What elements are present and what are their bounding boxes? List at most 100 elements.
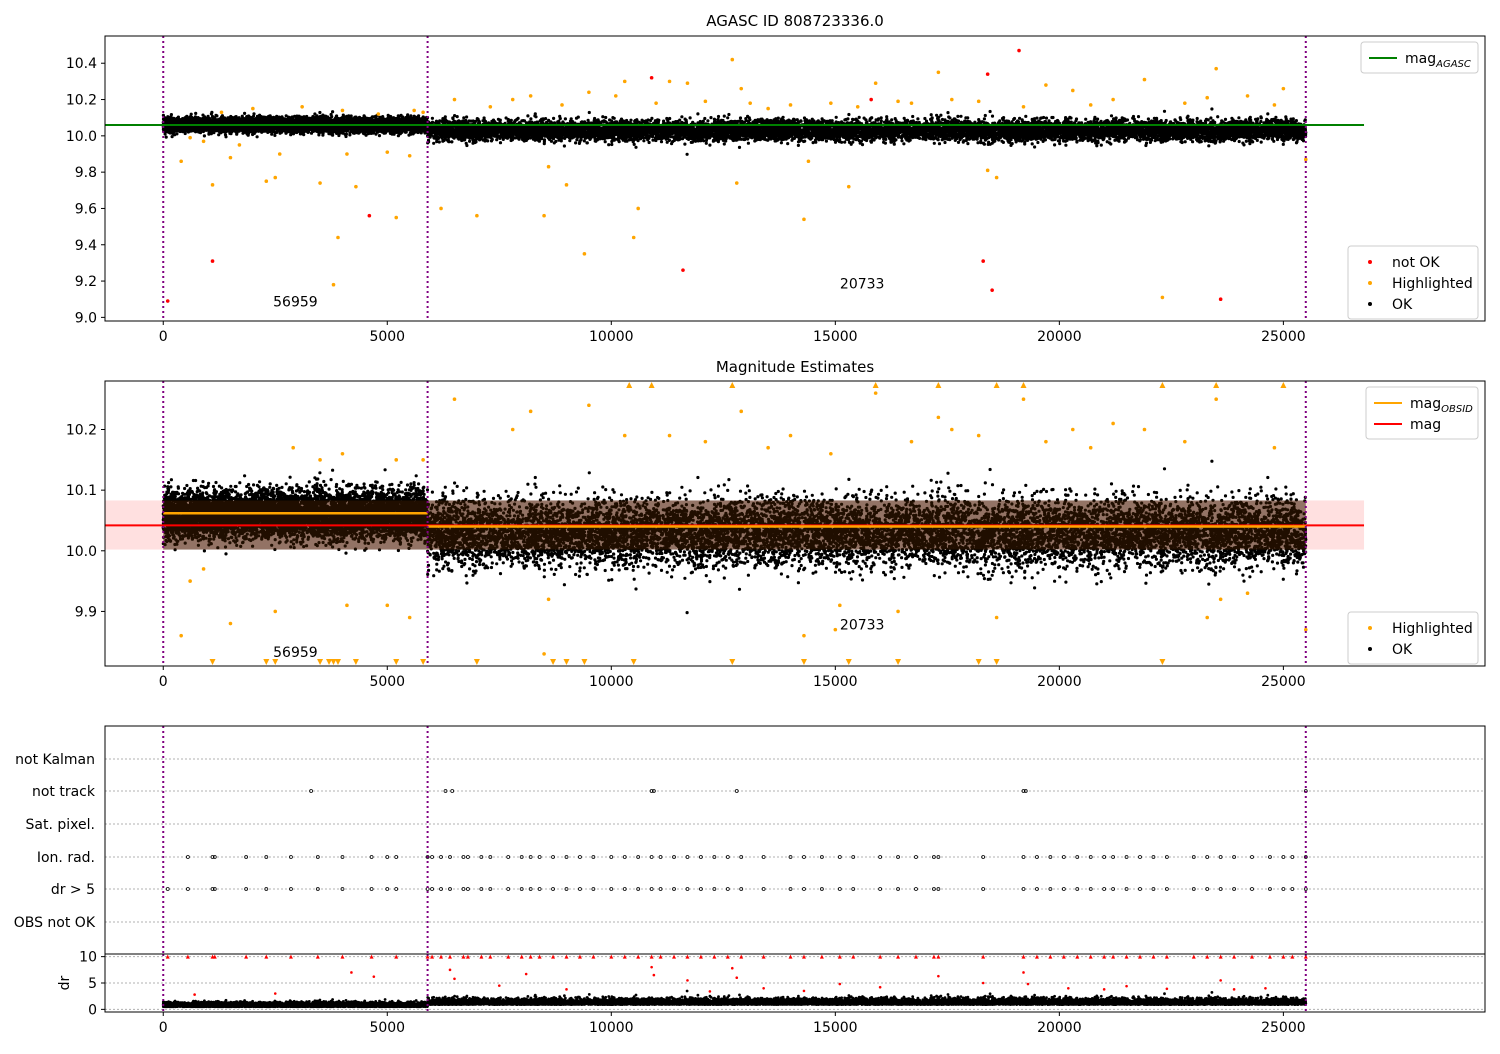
highlighted-point (412, 108, 416, 113)
x-tick-label: 5000 (369, 674, 405, 690)
dr-clipped-point (315, 954, 320, 959)
flag-point (622, 887, 627, 891)
highlighted-point (394, 215, 399, 220)
flag-point (537, 887, 542, 891)
flag-point (636, 887, 641, 891)
y-tick-label: 10.0 (66, 544, 97, 560)
flag-point (466, 887, 470, 891)
highlighted-point (546, 164, 551, 169)
x-tick-label: 10000 (589, 1020, 634, 1036)
x-tick-label: 5000 (369, 1020, 405, 1036)
dr-high-point (1026, 982, 1030, 986)
flag-point (1151, 887, 1156, 891)
highlighted-point (909, 101, 914, 105)
dr-high-point (1219, 979, 1222, 982)
flag-point (506, 887, 511, 891)
not-ok-point (649, 75, 654, 80)
ok-points (426, 107, 1308, 156)
flag-point (488, 887, 493, 891)
y-tick-label: 9.8 (75, 165, 97, 181)
obsid-label: 20733 (840, 618, 885, 634)
highlighted-point (188, 579, 192, 583)
highlighted-point (542, 213, 546, 218)
dr-clipped-point (1124, 954, 1129, 959)
dr-clipped-point (577, 954, 582, 959)
highlighted-point (985, 168, 990, 173)
highlighted-point (331, 282, 336, 287)
highlighted-point (345, 603, 349, 608)
highlighted-point (1111, 97, 1115, 102)
highlighted-point (582, 252, 587, 256)
flag-point (1268, 887, 1272, 891)
highlighted-point (1142, 427, 1147, 432)
dr-high-point (193, 993, 196, 996)
highlighted-clipped-bottom (334, 659, 341, 665)
flag-point (851, 887, 856, 891)
dr-clipped-point (1250, 954, 1255, 959)
dr-clipped-point (1151, 954, 1156, 959)
highlighted-point (300, 104, 304, 109)
flag-point (394, 855, 399, 859)
flag-point (788, 855, 793, 859)
flag-point (1290, 887, 1295, 891)
legend-dot-marker (1368, 647, 1372, 651)
highlighted-point (1160, 295, 1165, 300)
x-tick-label: 0 (159, 1020, 168, 1036)
flag-point (651, 789, 656, 793)
flag-point (788, 887, 793, 891)
dr-ok-points (161, 998, 430, 1009)
highlighted-point (376, 112, 381, 116)
flag-point (761, 855, 766, 859)
chart-title: Magnitude Estimates (716, 358, 874, 376)
highlighted-point (237, 143, 242, 147)
flag-point (185, 855, 190, 859)
highlighted-point (318, 458, 322, 462)
flag-point (506, 855, 511, 859)
flag-point (1061, 887, 1066, 891)
flag-point (448, 855, 452, 859)
flag-point (1218, 855, 1223, 859)
not-ok-point (869, 97, 873, 102)
highlighted-point (636, 206, 640, 211)
x-tick-label: 5000 (369, 329, 405, 345)
dr-clipped-point (506, 954, 511, 959)
flag-point (1290, 855, 1295, 859)
dr-clipped-point (913, 954, 918, 959)
dr-clipped-point (761, 954, 766, 959)
dr-high-point (686, 979, 689, 982)
highlighted-clipped-bottom (420, 659, 427, 665)
highlighted-point (1245, 591, 1250, 596)
flag-point (315, 855, 320, 859)
flag-point (712, 887, 717, 891)
highlighted-point (950, 97, 954, 102)
x-tick-label: 15000 (813, 329, 858, 345)
dr-clipped-point (1075, 954, 1080, 959)
highlighted-point (788, 103, 793, 107)
flag-point (212, 855, 217, 859)
highlighted-point (806, 159, 811, 164)
flag-point (488, 855, 493, 859)
dr-clipped-point (851, 954, 856, 959)
highlighted-point (1021, 397, 1026, 401)
highlighted-point (1044, 439, 1048, 444)
flag-point (564, 855, 569, 859)
legend-dot-marker (1368, 260, 1372, 264)
highlighted-clipped-top (935, 382, 942, 388)
dr-clipped-point (537, 954, 542, 959)
flag-point (931, 887, 936, 891)
legend-label: Highlighted (1392, 276, 1473, 292)
flag-point (439, 887, 443, 891)
highlighted-point (936, 70, 941, 75)
dr-clipped-point (185, 954, 190, 959)
flag-point (309, 789, 314, 793)
not-ok-point (367, 213, 372, 218)
dr-clipped-point (519, 954, 524, 959)
dr-clipped-point (672, 954, 677, 959)
flag-point (649, 887, 654, 891)
highlighted-point (421, 458, 425, 462)
highlighted-point (1205, 615, 1210, 620)
highlighted-point (1218, 597, 1223, 602)
highlighted-point (654, 101, 658, 105)
panel-flags: not Kalman not track Sat. pixel. Ion. rad. d… (14, 725, 1486, 955)
